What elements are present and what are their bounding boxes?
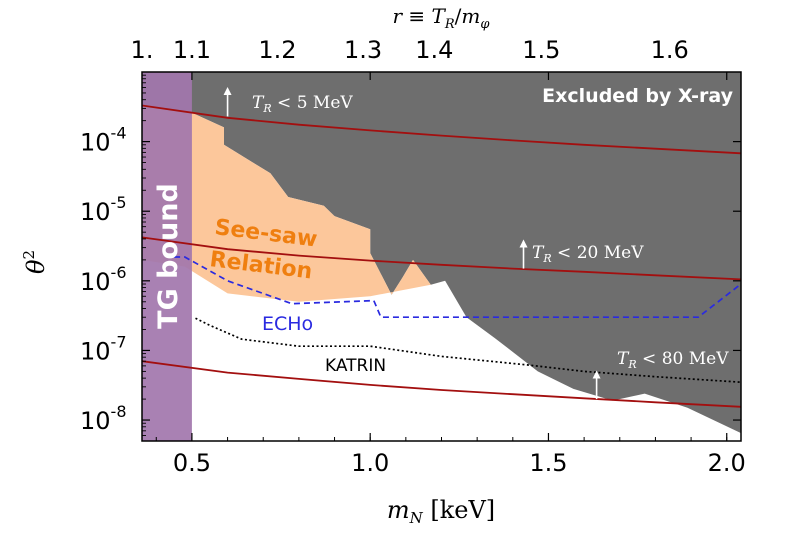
x-axis-label: mN [keV] [387, 496, 495, 527]
top-tick-label: 1.3 [344, 36, 382, 64]
tg-bound-region [142, 72, 192, 441]
echo-curve [174, 256, 741, 319]
echo-label: ECHo [262, 313, 313, 335]
top-tick-label: 1. [131, 36, 154, 64]
y-axis-label: θ2 [20, 250, 50, 274]
tr-20mev-curve [142, 236, 741, 281]
top-tick-label: 1.5 [522, 36, 560, 64]
xray-excluded-region [142, 72, 741, 434]
top-tick-label: 1.1 [173, 36, 211, 64]
y-tick-label: 10-5 [80, 193, 127, 226]
tr-5mev-curve [142, 104, 741, 155]
y-tick-label: 10-4 [80, 124, 127, 157]
tr-20mev-label: TR < 20 MeV [532, 243, 644, 265]
tr-5mev-label: TR < 5 MeV [252, 93, 353, 115]
top-tick-label: 1.2 [258, 36, 296, 64]
top-tick-label: 1.6 [651, 36, 689, 64]
top-axis-label: r ≡ TR/mφ [392, 4, 490, 32]
x-tick-label: 1.5 [529, 449, 567, 477]
top-axis-ticks: 1. 1.1 1.2 1.3 1.4 1.5 1.6 [131, 36, 689, 64]
tr-80mev-curve [142, 360, 741, 408]
tg-bound-label: TG bound [153, 183, 184, 329]
y-tick-label: 10-7 [80, 332, 127, 365]
y-tick-label: 10-8 [80, 402, 127, 435]
tr-80mev-label: TR < 80 MeV [617, 349, 729, 371]
x-axis-ticks: 0.5 1.0 1.5 2.0 [155, 72, 746, 477]
x-tick-label: 1.0 [351, 449, 389, 477]
y-tick-label: 10-6 [80, 263, 127, 296]
x-tick-label: 2.0 [708, 449, 746, 477]
seesaw-relation-region [142, 105, 431, 302]
y-axis-ticks: 10-8 10-7 10-6 10-5 10-4 [80, 74, 741, 436]
x-tick-label: 0.5 [173, 449, 211, 477]
katrin-curve [195, 317, 741, 384]
top-tick-label: 1.4 [415, 36, 453, 64]
xray-label: Excluded by X-ray [542, 85, 733, 107]
katrin-label: KATRIN [325, 356, 386, 376]
